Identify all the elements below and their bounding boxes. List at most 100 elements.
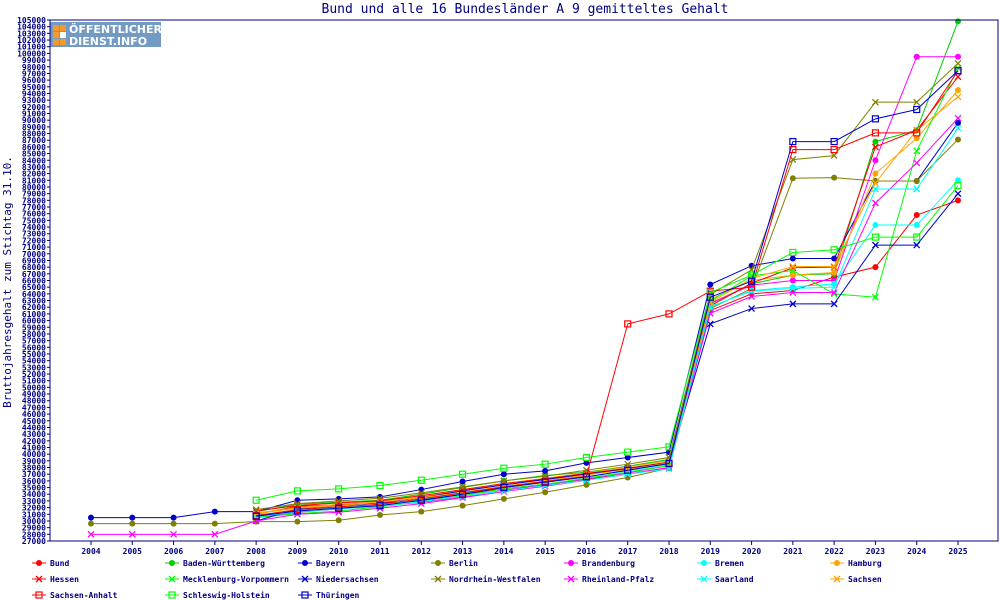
y-tick-label: 29000: [22, 524, 46, 533]
data-point: [831, 269, 838, 276]
data-point: [376, 501, 384, 510]
series-line: [256, 70, 959, 517]
legend-label: Bund: [50, 559, 69, 568]
legend-label: Rheinland-Pfalz: [582, 574, 654, 584]
legend-marker: [35, 575, 43, 583]
data-point: [831, 255, 838, 262]
legend-label: Hessen: [50, 575, 79, 584]
x-tick-label: 2018: [659, 547, 678, 556]
data-point: [542, 489, 549, 496]
y-tick-label: 105000: [17, 16, 46, 25]
legend-label: Mecklenburg-Vorpommern: [183, 575, 289, 584]
x-tick-label: 2005: [123, 547, 142, 556]
legend-label: Schleswig-Holstein: [183, 590, 270, 600]
y-tick-label: 81000: [22, 176, 46, 185]
data-point: [913, 53, 920, 60]
data-point: [748, 262, 755, 269]
data-point: [170, 530, 178, 538]
data-point: [459, 483, 467, 491]
data-point: [500, 464, 508, 472]
legend-label: Hamburg: [848, 559, 882, 568]
data-point: [665, 310, 673, 318]
x-tick-label: 2015: [536, 547, 555, 556]
y-tick-label: 72000: [22, 236, 46, 245]
legend-entry: Mecklenburg-Vorpommern: [165, 575, 289, 584]
data-point: [129, 514, 136, 521]
y-tick-label: 83000: [22, 163, 46, 172]
y-axis: 2700028000290003000031000320003300034000…: [17, 16, 50, 546]
data-point: [542, 467, 549, 474]
y-tick-label: 96000: [22, 76, 46, 85]
y-tick-label: 87000: [22, 136, 46, 145]
data-point: [789, 277, 796, 284]
legend-marker: [168, 591, 176, 599]
x-tick-label: 2009: [288, 547, 307, 556]
y-tick-label: 49000: [22, 390, 46, 399]
data-point: [170, 520, 177, 527]
data-point: [500, 477, 508, 485]
data-point: [252, 496, 260, 504]
data-point: [129, 520, 136, 527]
legend-label: Bremen: [715, 559, 744, 568]
x-tick-label: 2019: [701, 547, 720, 556]
legend-entry: Brandenburg: [564, 559, 635, 568]
y-tick-label: 69000: [22, 256, 46, 265]
x-tick-label: 2013: [453, 547, 472, 556]
y-tick-label: 33000: [22, 497, 46, 506]
data-point: [294, 518, 301, 525]
y-tick-label: 104000: [17, 23, 46, 32]
watermark-square-icon: [53, 25, 59, 31]
data-point: [830, 145, 838, 154]
y-tick-label: 101000: [17, 43, 46, 52]
y-tick-label: 55000: [22, 350, 46, 359]
y-tick-label: 93000: [22, 96, 46, 105]
y-tick-label: 57000: [22, 337, 46, 346]
watermark-line2: DIENST.INFO: [69, 35, 147, 48]
y-tick-label: 45000: [22, 417, 46, 426]
data-point: [913, 159, 921, 167]
y-tick-label: 95000: [22, 83, 46, 92]
data-point: [170, 514, 177, 521]
data-point: [706, 288, 714, 297]
legend-marker: [833, 575, 841, 583]
data-point: [789, 175, 796, 182]
data-point: [955, 136, 961, 143]
data-point: [211, 520, 218, 527]
y-tick-label: 27000: [22, 537, 46, 546]
data-point: [377, 511, 383, 518]
data-point: [954, 182, 962, 190]
data-point: [87, 530, 95, 538]
data-point: [417, 476, 425, 484]
legend-marker: [35, 591, 43, 599]
data-point: [872, 264, 879, 271]
data-point: [830, 263, 838, 270]
series-line: [256, 127, 959, 518]
data-point: [211, 530, 219, 538]
y-tick-label: 99000: [22, 56, 46, 65]
data-point: [417, 496, 425, 504]
data-point: [418, 508, 425, 515]
data-point: [376, 481, 384, 490]
data-point: [871, 143, 879, 151]
series-line: [256, 185, 959, 501]
data-point: [830, 137, 838, 146]
x-axis: 2004 2005 2006 2007 2008 2009 2010 2011 2012 2013…: [81, 541, 968, 556]
legend-label: Brandenburg: [582, 559, 635, 568]
legend: Bund Baden-Württemberg Bayern Berlin Branden…: [32, 558, 882, 600]
data-point: [789, 263, 797, 270]
data-point: [789, 137, 797, 146]
x-tick-label: 2022: [825, 547, 844, 556]
data-point: [872, 170, 879, 177]
x-tick-label: 2004: [81, 547, 100, 556]
series-line: [256, 89, 959, 514]
x-tick-label: 2006: [164, 547, 183, 556]
legend-entry: Bayern: [298, 559, 345, 568]
legend-entry: Sachsen-Anhalt: [32, 591, 118, 600]
data-point: [913, 105, 921, 114]
data-point: [582, 453, 591, 462]
data-point: [624, 448, 632, 456]
y-tick-label: 67000: [22, 270, 46, 279]
data-point: [955, 53, 961, 60]
y-tick-label: 78000: [22, 196, 46, 205]
x-tick-label: 2007: [205, 547, 224, 556]
